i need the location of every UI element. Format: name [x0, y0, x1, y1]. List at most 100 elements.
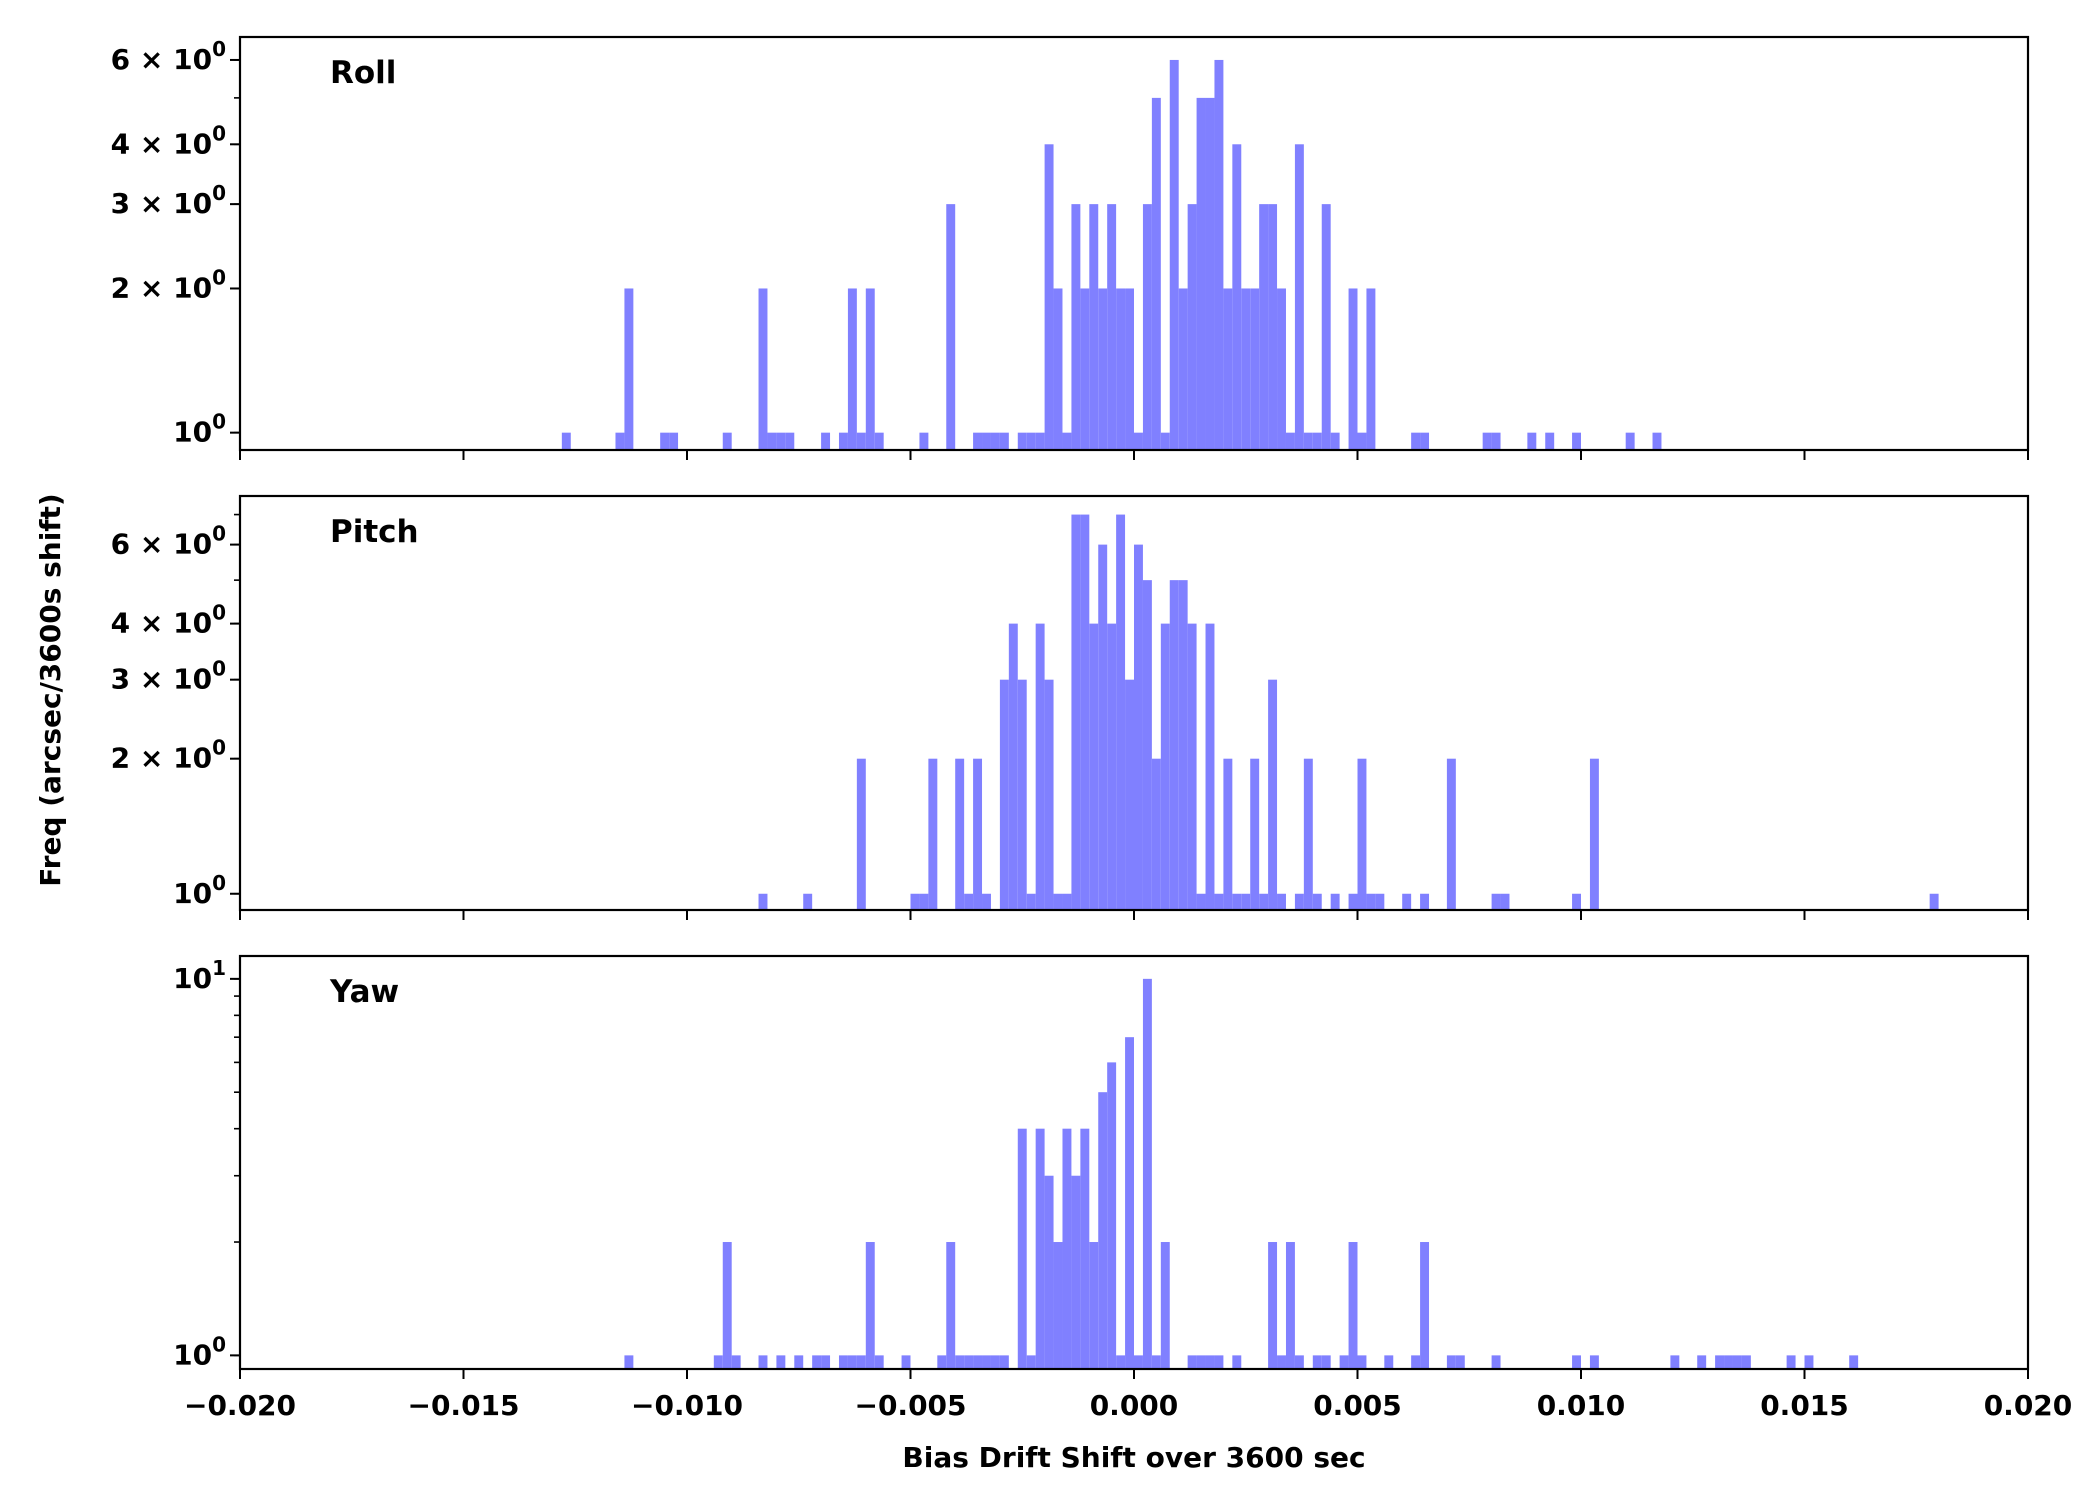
x-tick-label: −0.015 [407, 1389, 519, 1422]
x-tick-label: −0.020 [184, 1389, 296, 1422]
bar [1080, 514, 1090, 910]
bar [1339, 1355, 1349, 1369]
bar [1071, 514, 1081, 910]
bar [856, 758, 866, 910]
bar [1277, 893, 1286, 910]
bar [731, 1355, 741, 1369]
bar [1241, 288, 1251, 450]
bar [722, 432, 732, 450]
bar [1035, 432, 1045, 450]
bar [982, 432, 991, 450]
bar [1268, 204, 1278, 450]
bar [856, 1355, 866, 1369]
bar [1151, 1355, 1161, 1369]
x-tick-label: −0.010 [631, 1389, 743, 1422]
bar [1071, 1175, 1081, 1369]
bar [1455, 1355, 1465, 1369]
bar [1804, 1355, 1814, 1369]
bar [1312, 893, 1322, 910]
bar [1303, 758, 1313, 910]
y-tick-label: 100 [173, 410, 226, 449]
bar [1214, 893, 1224, 910]
bar [1572, 432, 1581, 450]
bar [1259, 204, 1269, 450]
bar [1285, 1242, 1295, 1369]
bar [624, 288, 634, 450]
bar [1205, 97, 1215, 450]
bar [1160, 623, 1170, 910]
bar [1089, 204, 1099, 450]
bar [1196, 1355, 1206, 1369]
bar [1089, 623, 1099, 910]
bar [1259, 893, 1269, 910]
bar [1053, 1242, 1063, 1369]
bar [982, 1355, 991, 1369]
x-axis-label: Bias Drift Shift over 3600 sec [902, 1441, 1365, 1474]
bar [1724, 1355, 1733, 1369]
bar [990, 1355, 1000, 1369]
bar [1160, 432, 1170, 450]
bar [794, 1355, 804, 1369]
bar [660, 432, 670, 450]
bar [1741, 1355, 1751, 1369]
bar [1849, 1355, 1859, 1369]
y-tick-label: 100 [173, 1332, 226, 1371]
bar [919, 432, 929, 450]
bar [1187, 623, 1197, 910]
bar [990, 432, 1000, 450]
bar [1232, 144, 1242, 451]
bar [1670, 1355, 1680, 1369]
bar [1285, 432, 1295, 450]
bar [1625, 432, 1635, 450]
bar [1250, 758, 1260, 910]
bar [999, 1355, 1009, 1369]
bar [1786, 1355, 1796, 1369]
bar [1098, 544, 1108, 910]
bar [1491, 432, 1501, 450]
bar [1053, 893, 1063, 910]
bar [1151, 758, 1161, 910]
bar [874, 432, 884, 450]
bar [1348, 1242, 1358, 1369]
bar [803, 893, 813, 910]
y-tick-label: 2 × 100 [111, 265, 226, 304]
bar [1411, 1355, 1421, 1369]
bar [973, 1355, 983, 1369]
bar [973, 432, 983, 450]
y-tick-label: 101 [173, 956, 226, 995]
y-tick-label: 4 × 100 [111, 121, 226, 160]
bar [999, 432, 1009, 450]
bar [1134, 432, 1143, 450]
bar [1080, 1128, 1090, 1369]
x-tick-label: 0.015 [1760, 1389, 1849, 1422]
bar [910, 893, 920, 910]
bar [785, 432, 795, 450]
bar [1366, 893, 1376, 910]
y-tick-label: 6 × 100 [111, 522, 226, 561]
bar [982, 893, 991, 910]
bar [1348, 288, 1358, 450]
bar [1420, 1242, 1430, 1369]
bar [1116, 288, 1126, 450]
bar [1098, 1092, 1108, 1369]
bar [1500, 893, 1510, 910]
bar [1125, 679, 1134, 910]
bar [1134, 1355, 1143, 1369]
bar [1125, 288, 1134, 450]
bar [1107, 623, 1117, 910]
bar [1026, 432, 1036, 450]
bar [1142, 580, 1152, 910]
bar [713, 1355, 723, 1369]
bar [1277, 1355, 1286, 1369]
bar [1589, 758, 1599, 910]
bar [865, 288, 875, 450]
bar [1160, 1242, 1170, 1369]
bar [1294, 144, 1304, 451]
bar [937, 1355, 947, 1369]
x-tick-label: 0.020 [1984, 1389, 2073, 1422]
bar [1178, 288, 1188, 450]
bar [722, 1242, 732, 1369]
bar [758, 893, 768, 910]
